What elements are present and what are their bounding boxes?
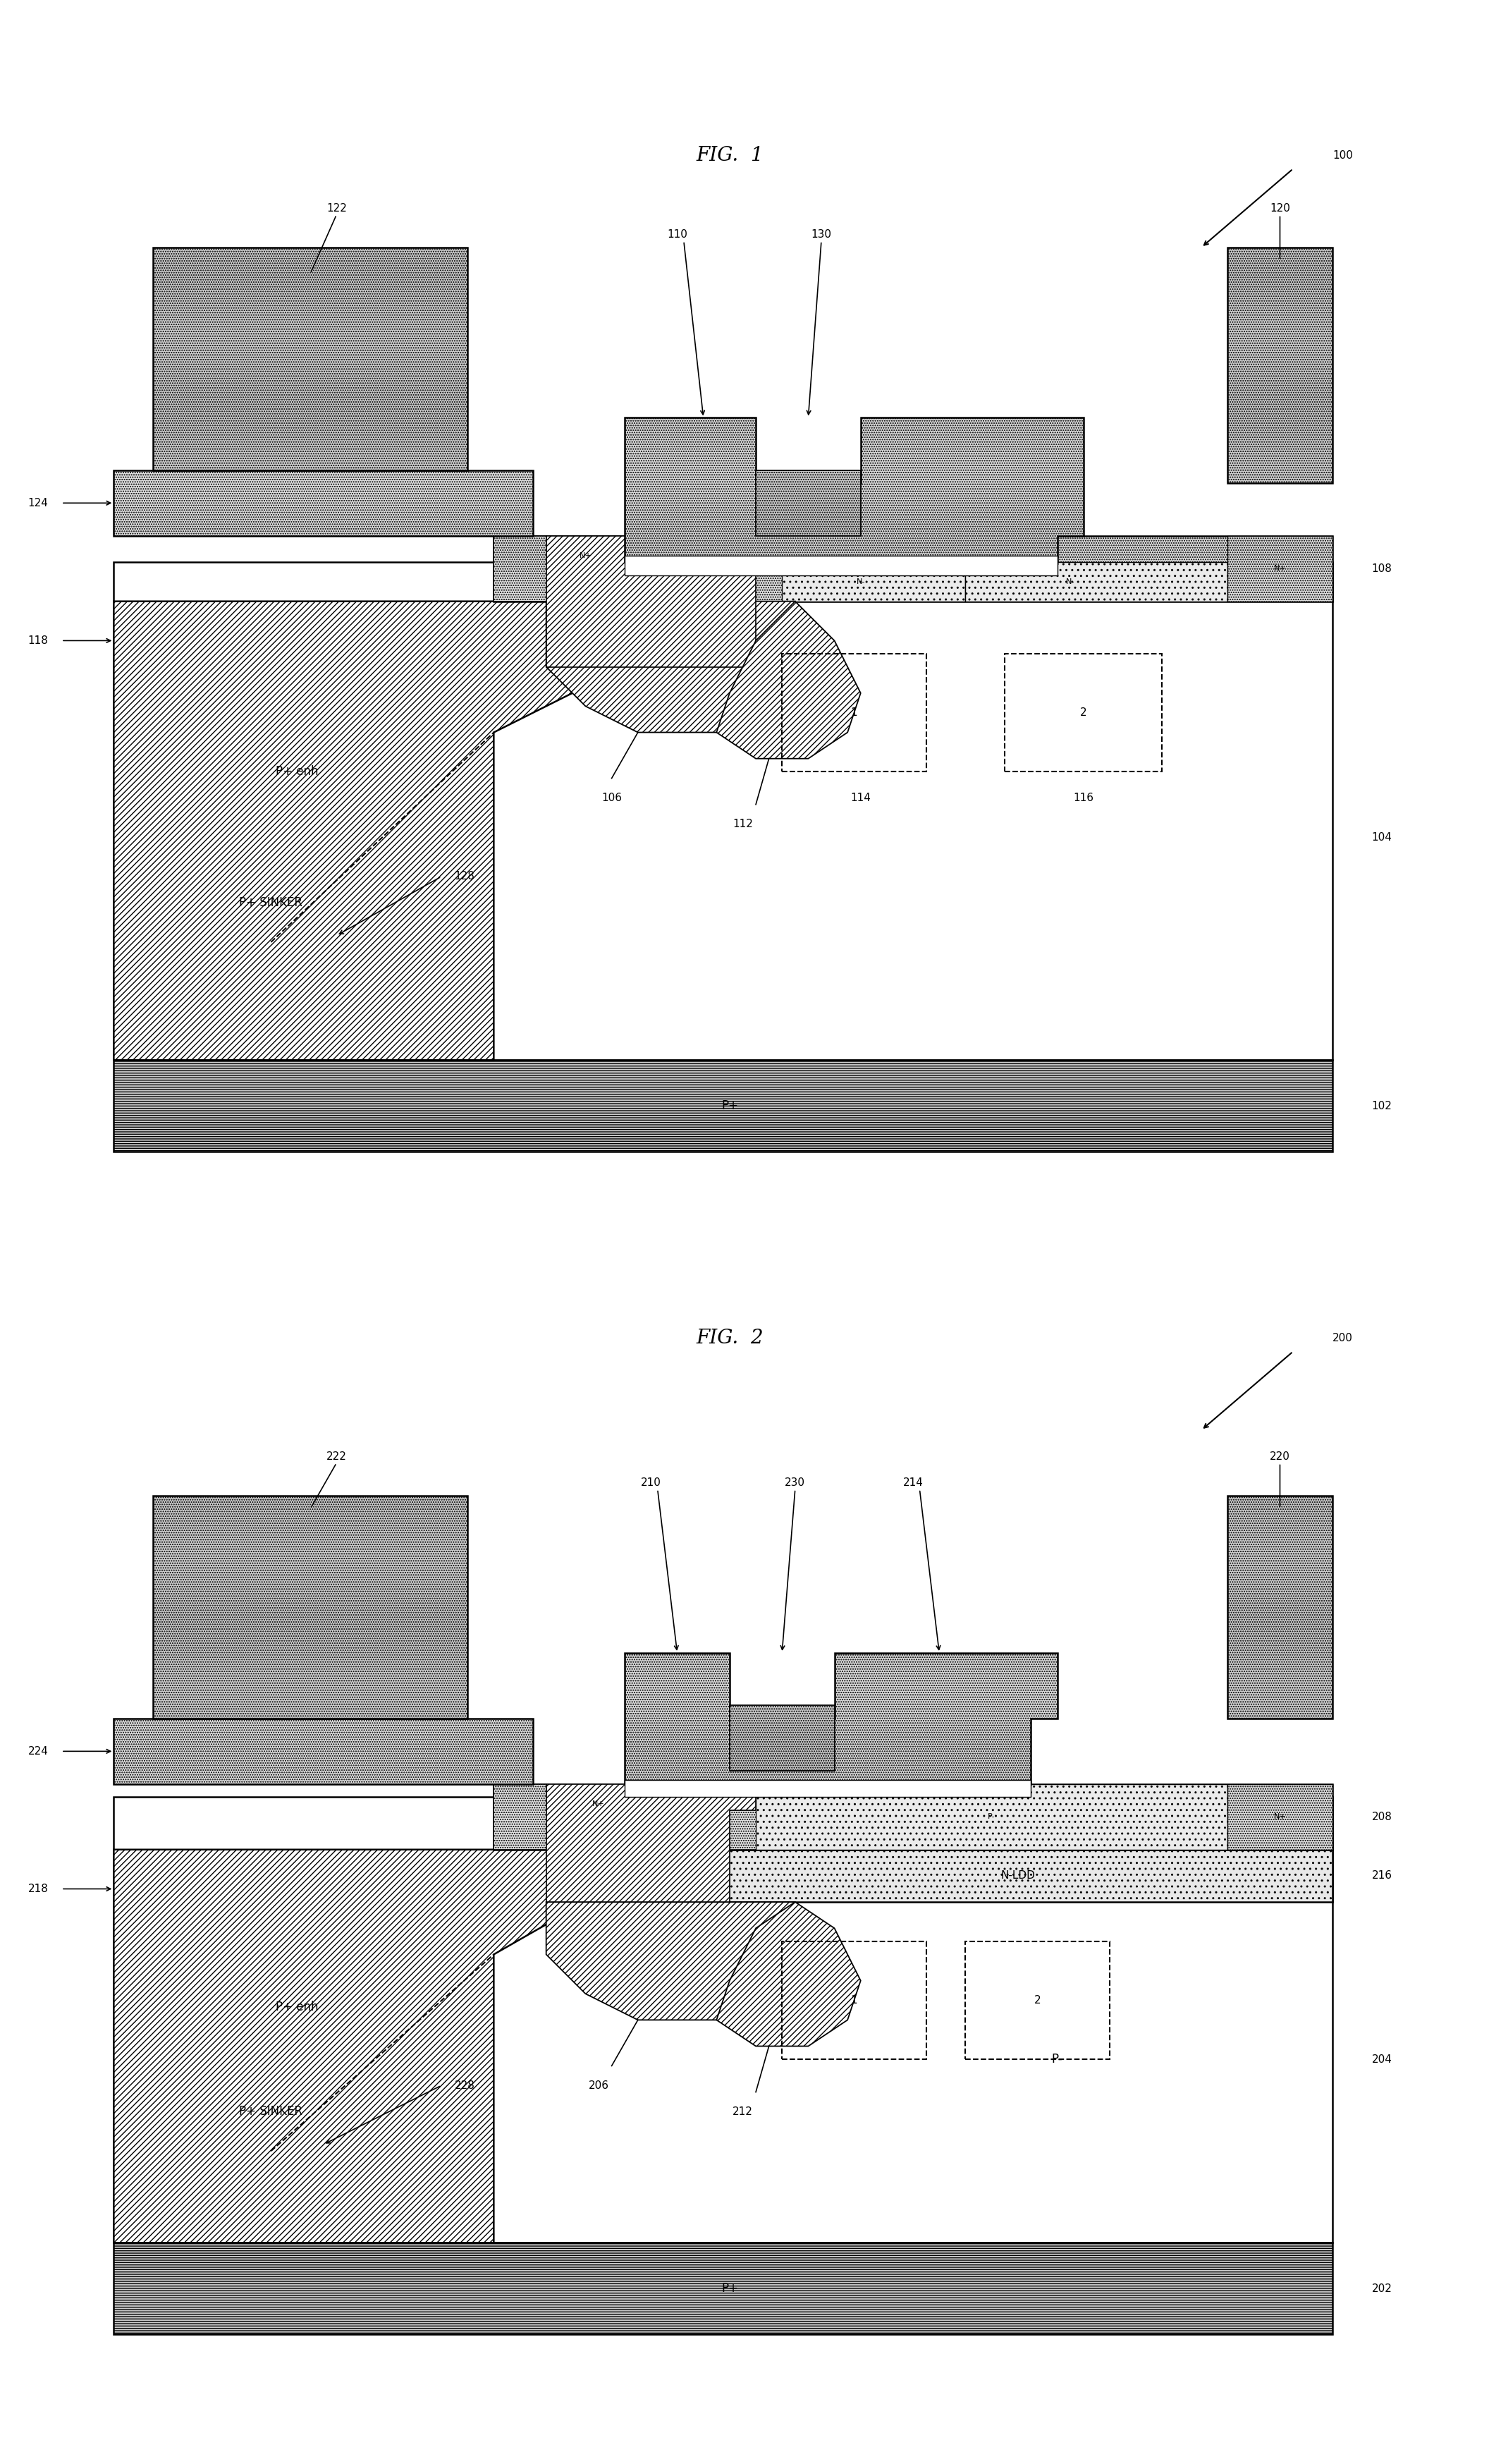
Text: 228: 228: [454, 2080, 475, 2092]
Text: N+: N+: [1273, 1814, 1286, 1821]
Text: 1: 1: [850, 707, 858, 717]
Bar: [113, 1060, 1333, 1151]
Bar: [153, 246, 468, 471]
Text: 110: 110: [667, 229, 688, 239]
Text: 210: 210: [640, 1478, 661, 1488]
Text: 120: 120: [1270, 202, 1289, 214]
Polygon shape: [965, 562, 1227, 601]
Text: 202: 202: [1371, 2284, 1392, 2294]
Text: 100: 100: [1333, 150, 1352, 160]
Bar: [625, 554, 1057, 574]
Text: P+: P+: [721, 2282, 739, 2294]
Polygon shape: [716, 1902, 861, 2045]
Text: N-: N-: [856, 579, 865, 584]
Text: 2: 2: [1080, 707, 1087, 717]
Bar: [782, 1942, 926, 2060]
Text: 214: 214: [902, 1478, 923, 1488]
Text: 1: 1: [850, 1996, 858, 2006]
Text: 224: 224: [28, 1747, 48, 1757]
Text: 118: 118: [28, 636, 48, 646]
Text: 2: 2: [1035, 1996, 1041, 2006]
Text: N-: N-: [1066, 579, 1075, 584]
Text: N+: N+: [593, 1801, 605, 1806]
Polygon shape: [1227, 1784, 1333, 1850]
Bar: [625, 1779, 1030, 1796]
Polygon shape: [546, 535, 782, 668]
Text: P+ SINKER: P+ SINKER: [240, 2104, 302, 2119]
Polygon shape: [546, 601, 795, 732]
Polygon shape: [113, 601, 599, 1060]
Text: 222: 222: [326, 1451, 347, 1461]
Bar: [782, 653, 926, 771]
Polygon shape: [716, 601, 861, 759]
Polygon shape: [494, 535, 1333, 601]
Polygon shape: [782, 562, 965, 601]
Text: 130: 130: [812, 229, 831, 239]
Text: 106: 106: [602, 793, 622, 803]
Polygon shape: [113, 1850, 585, 2242]
Polygon shape: [494, 1784, 1333, 1850]
Text: 104: 104: [1371, 833, 1392, 843]
Bar: [965, 1942, 1109, 2060]
Text: P-: P-: [1051, 2053, 1063, 2065]
Polygon shape: [625, 419, 1084, 562]
Polygon shape: [1227, 535, 1333, 601]
Text: 218: 218: [28, 1882, 48, 1895]
Text: FIG.  1: FIG. 1: [695, 145, 764, 165]
Text: 122: 122: [326, 202, 347, 214]
Polygon shape: [756, 1784, 1227, 1850]
Polygon shape: [494, 1784, 677, 1850]
Polygon shape: [585, 1850, 1333, 1902]
Bar: [1227, 1496, 1333, 1717]
Polygon shape: [625, 1653, 1057, 1784]
Text: P+ enh: P+ enh: [275, 766, 319, 779]
Bar: [153, 1496, 468, 1717]
Text: 216: 216: [1371, 1870, 1392, 1880]
Polygon shape: [546, 1784, 756, 1902]
Text: FIG.  2: FIG. 2: [695, 1328, 764, 1348]
Text: 230: 230: [785, 1478, 806, 1488]
Text: 206: 206: [588, 2080, 609, 2092]
Bar: [730, 1705, 834, 1772]
Polygon shape: [494, 535, 664, 601]
Bar: [1005, 653, 1161, 771]
Text: 204: 204: [1371, 2055, 1392, 2065]
Text: P-: P-: [989, 1814, 995, 1821]
Text: 112: 112: [733, 818, 753, 830]
Bar: [113, 2242, 1333, 2333]
Text: N-LDD: N-LDD: [1001, 1870, 1035, 1880]
Text: 212: 212: [733, 2107, 753, 2117]
Bar: [1227, 246, 1333, 483]
Bar: [113, 1717, 533, 1784]
Bar: [113, 471, 533, 535]
Bar: [113, 1796, 1333, 2242]
Text: P+: P+: [721, 1099, 739, 1111]
Text: 124: 124: [28, 498, 48, 508]
Text: P+ SINKER: P+ SINKER: [240, 897, 302, 909]
Text: 128: 128: [454, 872, 475, 882]
Text: P+ enh: P+ enh: [275, 2001, 319, 2013]
Text: 220: 220: [1270, 1451, 1289, 1461]
Text: N+: N+: [579, 552, 591, 559]
Text: 116: 116: [1074, 793, 1093, 803]
Bar: [113, 562, 1333, 1060]
Polygon shape: [546, 1902, 795, 2020]
Text: 114: 114: [850, 793, 871, 803]
Bar: [756, 471, 861, 535]
Text: 200: 200: [1333, 1333, 1352, 1343]
Text: N+: N+: [1273, 564, 1286, 572]
Text: 208: 208: [1371, 1811, 1392, 1821]
Text: 102: 102: [1371, 1101, 1392, 1111]
Text: 108: 108: [1371, 564, 1392, 574]
